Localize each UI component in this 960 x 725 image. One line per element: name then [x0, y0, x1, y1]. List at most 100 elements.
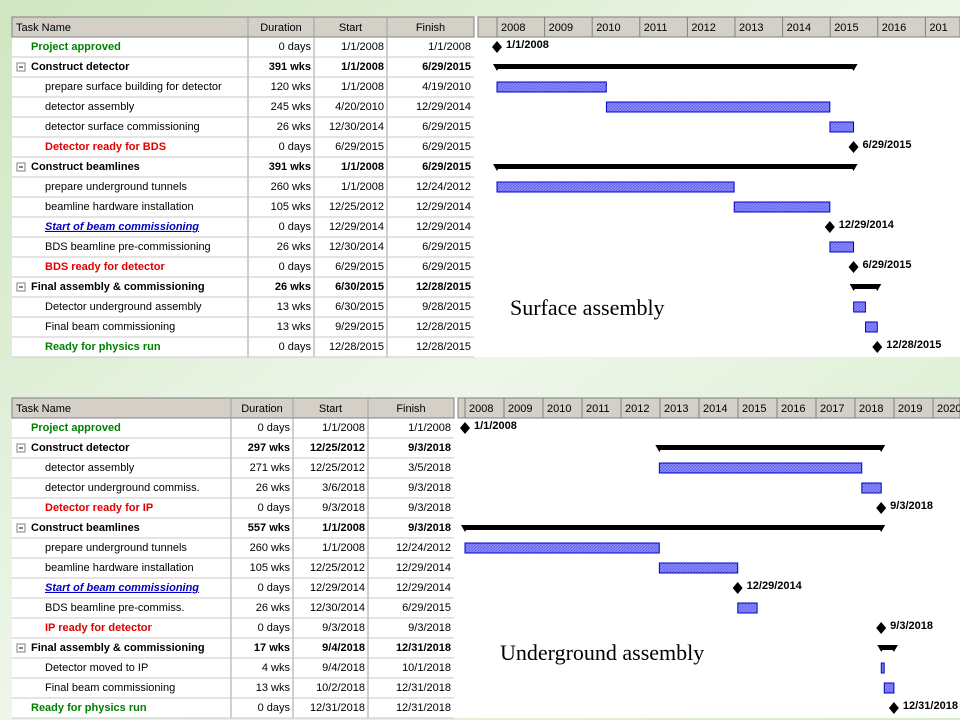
milestone	[492, 41, 502, 53]
milestone	[872, 341, 883, 353]
year-label: 2010	[547, 403, 571, 415]
task-duration: 0 days	[258, 702, 291, 714]
milestone	[824, 221, 835, 233]
year-label: 2012	[691, 22, 715, 34]
task-finish: 6/29/2015	[402, 602, 451, 614]
task-finish: 9/3/2018	[408, 442, 451, 454]
year-label: 2008	[501, 22, 525, 34]
task-start: 12/28/2015	[329, 341, 384, 353]
task-duration: 26 wks	[275, 281, 311, 293]
task-finish: 6/29/2015	[422, 121, 471, 133]
column-header: Task Name	[16, 403, 71, 415]
summary-end	[889, 645, 898, 652]
task-duration: 245 wks	[271, 101, 312, 113]
task-finish: 4/19/2010	[422, 81, 471, 93]
task-finish: 12/31/2018	[396, 642, 451, 654]
task-start: 1/1/2008	[341, 41, 384, 53]
task-name: Start of beam commissioning	[45, 221, 199, 233]
task-start: 6/30/2015	[335, 301, 384, 313]
task-name: Project approved	[31, 422, 121, 434]
task-finish: 12/24/2012	[416, 181, 471, 193]
summary-bar	[497, 64, 854, 69]
task-start: 1/1/2008	[341, 181, 384, 193]
task-start: 3/6/2018	[322, 482, 365, 494]
milestone-date: 12/29/2014	[747, 580, 803, 592]
task-bar	[853, 301, 866, 313]
summary-end	[849, 64, 858, 71]
milestone-date: 12/28/2015	[886, 339, 941, 351]
task-name: Ready for physics run	[31, 702, 147, 714]
task-duration: 26 wks	[277, 121, 312, 133]
task-bar	[880, 662, 885, 674]
task-duration: 105 wks	[250, 562, 291, 574]
task-finish: 12/28/2015	[416, 281, 471, 293]
task-finish: 6/29/2015	[422, 261, 471, 273]
task-duration: 26 wks	[256, 602, 291, 614]
milestone	[876, 502, 887, 514]
year-label: 2013	[664, 403, 688, 415]
task-name: Detector moved to IP	[45, 662, 148, 674]
year-label: 2017	[820, 403, 844, 415]
year-label: 2011	[586, 403, 610, 415]
task-duration: 17 wks	[254, 642, 290, 654]
task-name: Final beam commissioning	[45, 321, 175, 333]
milestone	[888, 702, 899, 714]
summary-bar	[465, 525, 882, 530]
task-finish: 12/24/2012	[396, 542, 451, 554]
task-bar	[658, 562, 739, 574]
task-name: beamline hardware installation	[45, 562, 194, 574]
task-duration: 13 wks	[277, 321, 312, 333]
task-start: 12/31/2018	[310, 702, 365, 714]
task-bar	[829, 241, 855, 253]
task-duration: 13 wks	[256, 682, 291, 694]
milestone	[876, 622, 887, 634]
year-label: 2019	[898, 403, 922, 415]
task-finish: 6/29/2015	[422, 141, 471, 153]
year-label: 2014	[703, 403, 727, 415]
task-bar	[737, 602, 758, 614]
task-start: 12/25/2012	[310, 442, 365, 454]
summary-bar	[659, 445, 882, 450]
task-bar	[605, 101, 831, 113]
summary-end	[873, 284, 882, 291]
task-finish: 9/3/2018	[408, 482, 451, 494]
caption: Underground assembly	[500, 640, 704, 665]
year-label: 2016	[882, 22, 906, 34]
milestone-date: 9/3/2018	[890, 620, 933, 632]
task-name: IP ready for detector	[45, 622, 152, 634]
task-start: 9/29/2015	[335, 321, 384, 333]
task-duration: 13 wks	[277, 301, 312, 313]
task-start: 12/29/2014	[310, 582, 365, 594]
task-duration: 26 wks	[277, 241, 312, 253]
task-start: 12/30/2014	[329, 121, 384, 133]
summary-end	[655, 445, 664, 452]
task-finish: 12/29/2014	[396, 562, 451, 574]
task-duration: 557 wks	[248, 522, 290, 534]
summary-end	[849, 284, 858, 291]
milestone	[848, 261, 859, 273]
task-name: detector assembly	[45, 462, 135, 474]
task-bar	[658, 462, 863, 474]
task-duration: 4 wks	[262, 662, 291, 674]
milestone-date: 1/1/2008	[474, 420, 517, 432]
summary-end	[877, 525, 886, 532]
column-header: Finish	[416, 22, 445, 34]
task-finish: 12/29/2014	[396, 582, 451, 594]
task-start: 10/2/2018	[316, 682, 365, 694]
task-name: Ready for physics run	[45, 341, 161, 353]
task-name: prepare underground tunnels	[45, 542, 187, 554]
year-label: 2013	[739, 22, 763, 34]
year-label: 2015	[742, 403, 766, 415]
summary-end	[493, 164, 501, 171]
task-name: Start of beam commissioning	[45, 582, 199, 594]
task-bar	[865, 321, 878, 333]
task-start: 12/30/2014	[310, 602, 365, 614]
task-name: Construct beamlines	[31, 522, 140, 534]
task-finish: 12/29/2014	[416, 101, 471, 113]
task-name: BDS ready for detector	[45, 261, 166, 273]
panel	[12, 17, 960, 357]
task-start: 9/4/2018	[322, 662, 365, 674]
task-start: 12/25/2012	[310, 562, 365, 574]
milestone	[848, 141, 859, 153]
